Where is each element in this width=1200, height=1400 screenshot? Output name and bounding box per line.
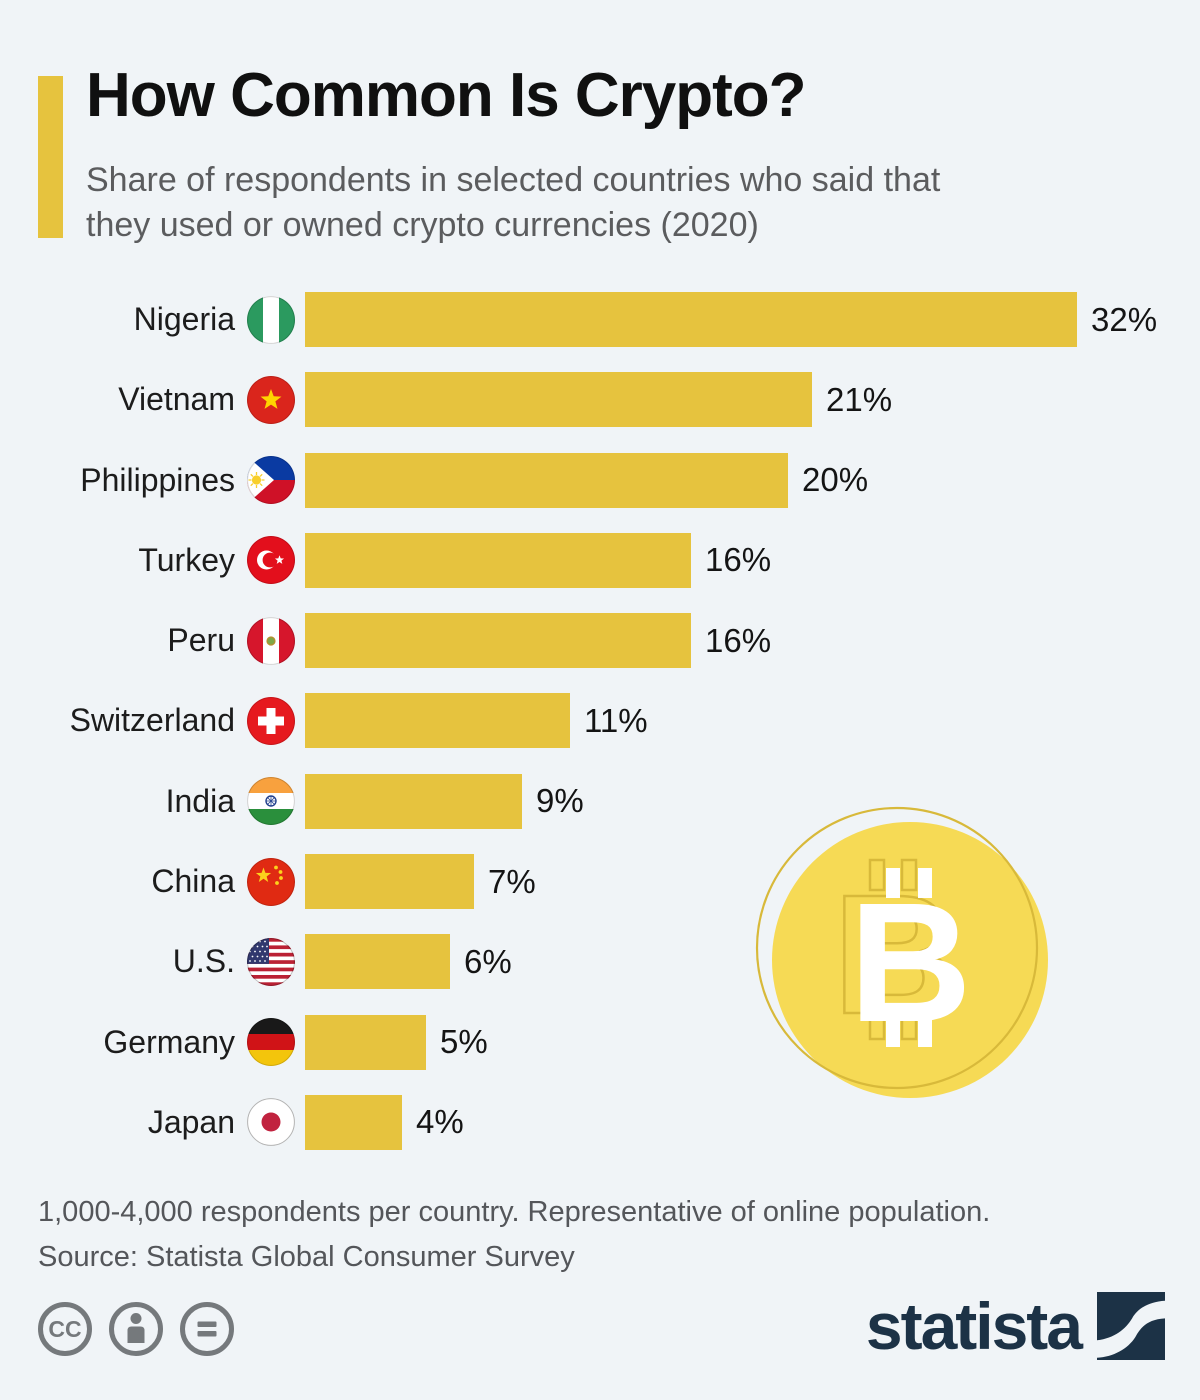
table-row: China 7% xyxy=(0,854,1200,910)
page-subtitle: Share of respondents in selected countri… xyxy=(86,161,941,245)
table-row: India 9% xyxy=(0,773,1200,829)
value-label: 16% xyxy=(705,541,772,579)
table-row: Vietnam 21% xyxy=(0,372,1200,428)
flag-us-icon xyxy=(247,937,295,986)
bar xyxy=(305,292,1077,347)
country-label: Vietnam xyxy=(118,381,235,418)
flag-turkey-icon xyxy=(247,536,295,585)
table-row: Japan 4% xyxy=(0,1094,1200,1150)
table-row: Switzerland 11% xyxy=(0,693,1200,749)
value-label: 9% xyxy=(536,782,584,820)
table-row: Philippines 20% xyxy=(0,452,1200,508)
flag-india-icon xyxy=(247,777,295,826)
table-row: Nigeria 32% xyxy=(0,292,1200,347)
country-label: China xyxy=(151,863,235,900)
bar-chart: Nigeria 32% Vietnam 21% Philippines xyxy=(0,292,1200,1175)
table-row: Peru 16% xyxy=(0,613,1200,669)
statista-logo: statista xyxy=(866,1292,1165,1360)
flag-japan-icon xyxy=(247,1098,295,1147)
footnote-line2: Source: Statista Global Consumer Survey xyxy=(38,1240,575,1273)
country-label: Japan xyxy=(147,1103,235,1140)
value-label: 20% xyxy=(802,461,869,499)
bar xyxy=(305,452,788,508)
bitcoin-coin-icon: B B xyxy=(755,806,1048,1098)
country-label: Philippines xyxy=(80,461,235,498)
bar xyxy=(305,613,691,669)
table-row: U.S. 6% xyxy=(0,934,1200,990)
bar xyxy=(305,693,570,749)
bar xyxy=(305,934,450,990)
license-icons: CC xyxy=(36,1300,236,1358)
nd-equals-icon xyxy=(180,1302,234,1356)
footnote-line1: 1,000-4,000 respondents per country. Rep… xyxy=(38,1196,991,1228)
value-label: 32% xyxy=(1091,300,1158,338)
bar xyxy=(305,372,812,428)
svg-text:B: B xyxy=(849,868,972,1058)
value-label: 6% xyxy=(464,942,512,980)
bar xyxy=(305,854,474,910)
flag-vietnam-icon xyxy=(247,375,295,424)
flag-switzerland-icon xyxy=(247,696,295,745)
bar xyxy=(305,532,691,588)
country-label: Peru xyxy=(167,622,235,659)
statista-swoosh-icon xyxy=(1097,1292,1165,1360)
title-accent-bar xyxy=(38,76,63,238)
value-label: 21% xyxy=(826,380,893,418)
bar xyxy=(305,1094,402,1150)
country-label: Germany xyxy=(103,1023,235,1060)
flag-germany-icon xyxy=(247,1018,295,1067)
flag-china-icon xyxy=(247,857,295,906)
country-label: India xyxy=(165,782,235,819)
country-label: Turkey xyxy=(138,541,235,578)
bar xyxy=(305,773,522,829)
value-label: 11% xyxy=(584,701,648,739)
table-row: Germany 5% xyxy=(0,1014,1200,1070)
page-title: How Common Is Crypto? xyxy=(86,61,807,130)
bar xyxy=(305,1014,426,1070)
flag-nigeria-icon xyxy=(247,295,295,344)
value-label: 7% xyxy=(488,862,536,900)
svg-text:CC: CC xyxy=(48,1316,81,1342)
footnote: 1,000-4,000 respondents per country. Rep… xyxy=(38,1190,1158,1280)
table-row: Turkey 16% xyxy=(0,532,1200,588)
statista-wordmark: statista xyxy=(865,1289,1083,1363)
country-label: U.S. xyxy=(172,943,235,980)
country-label: Switzerland xyxy=(69,702,235,739)
value-label: 16% xyxy=(705,621,772,659)
flag-philippines-icon xyxy=(247,456,295,505)
cc-icon: CC xyxy=(38,1302,92,1356)
flag-peru-icon xyxy=(247,616,295,665)
value-label: 4% xyxy=(416,1103,464,1141)
value-label: 5% xyxy=(440,1023,488,1061)
attribution-person-icon xyxy=(109,1302,163,1356)
country-label: Nigeria xyxy=(133,301,235,337)
